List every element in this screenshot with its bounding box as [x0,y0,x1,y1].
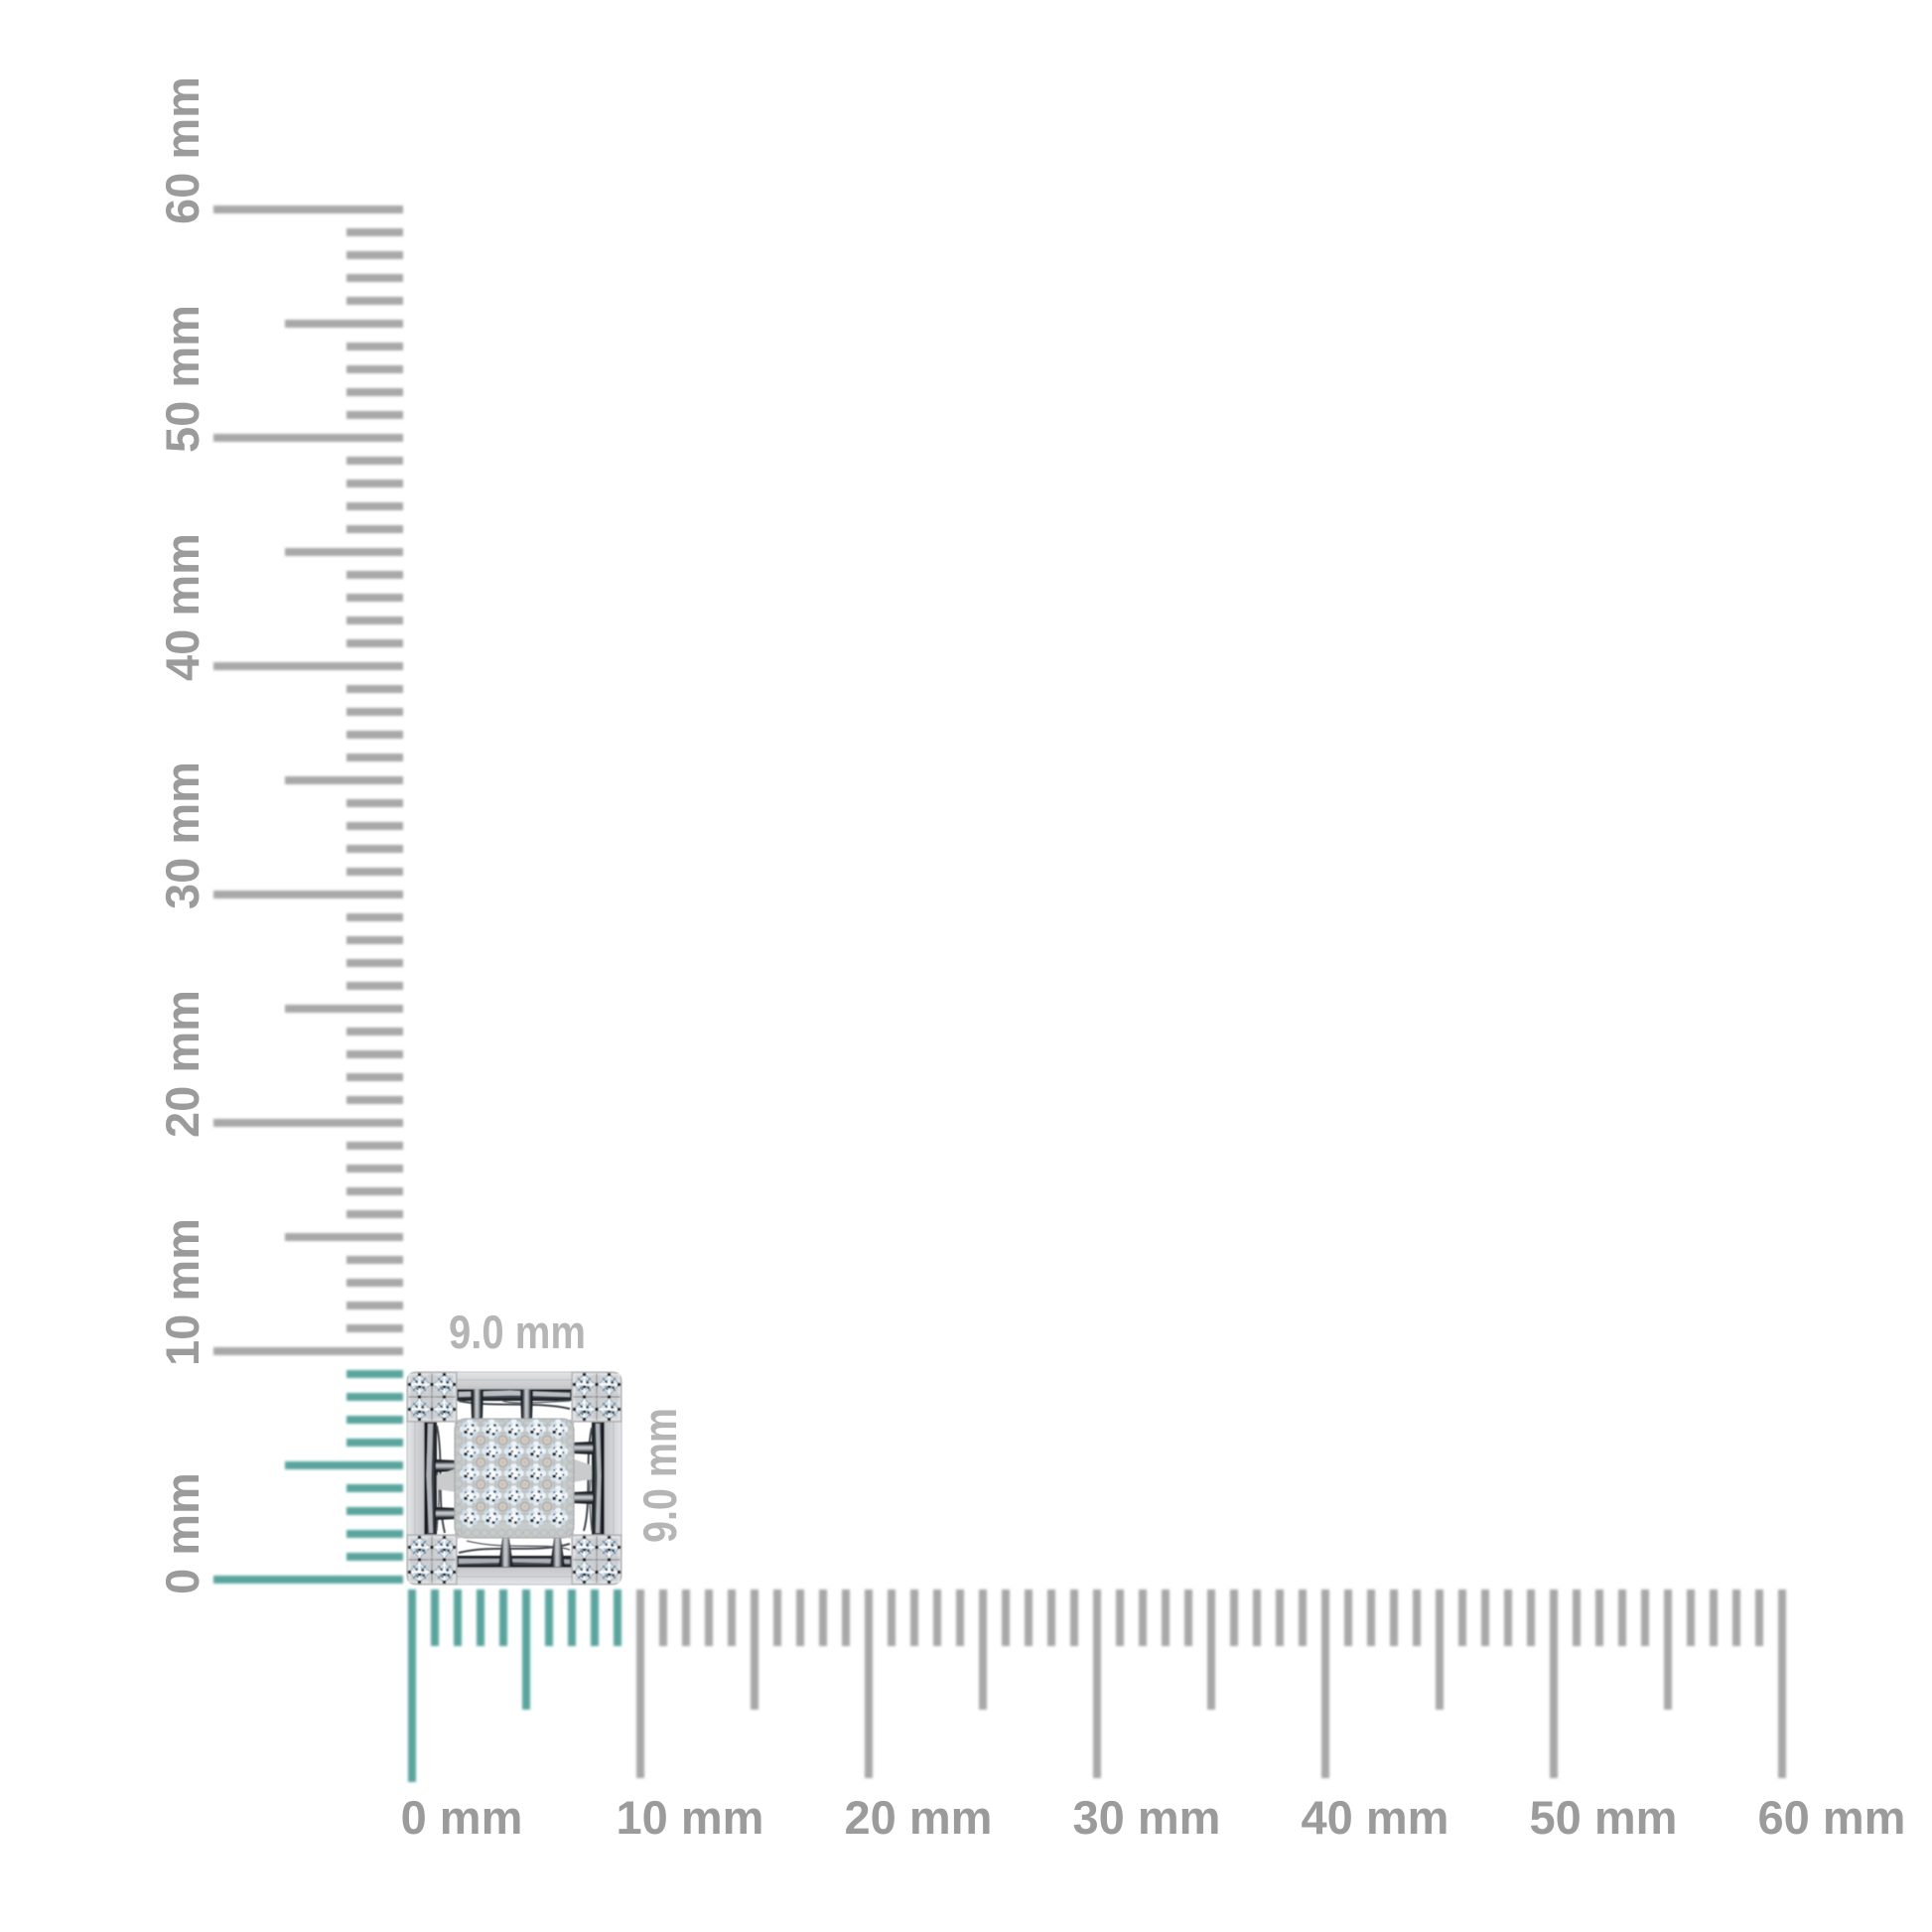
svg-text:40 mm: 40 mm [156,533,208,681]
svg-text:20 mm: 20 mm [845,1791,993,1844]
svg-text:9.0 mm: 9.0 mm [633,1408,686,1543]
svg-text:50 mm: 50 mm [1530,1791,1678,1844]
svg-text:60 mm: 60 mm [1758,1791,1906,1844]
svg-text:0 mm: 0 mm [401,1791,523,1844]
svg-text:9.0 mm: 9.0 mm [449,1306,586,1358]
svg-text:50 mm: 50 mm [156,305,208,453]
svg-text:0 mm: 0 mm [156,1472,208,1594]
svg-text:40 mm: 40 mm [1302,1791,1449,1844]
svg-text:60 mm: 60 mm [156,76,208,224]
svg-text:30 mm: 30 mm [1073,1791,1221,1844]
svg-text:10 mm: 10 mm [617,1791,764,1844]
svg-text:10 mm: 10 mm [156,1218,208,1366]
svg-text:30 mm: 30 mm [156,761,208,909]
svg-text:20 mm: 20 mm [156,990,208,1138]
